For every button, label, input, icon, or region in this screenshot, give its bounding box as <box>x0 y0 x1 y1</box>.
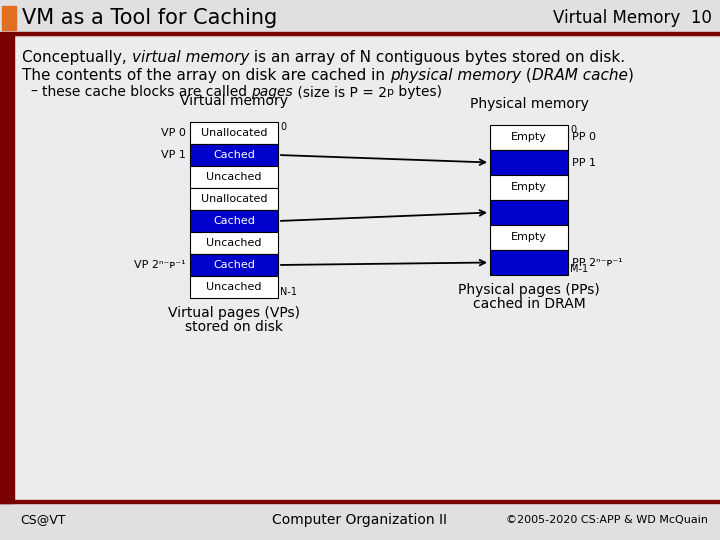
Text: Physical memory: Physical memory <box>469 97 588 111</box>
Text: Unallocated: Unallocated <box>201 128 267 138</box>
Text: stored on disk: stored on disk <box>185 320 283 334</box>
Text: The contents of the array on disk are cached in: The contents of the array on disk are ca… <box>22 68 390 83</box>
Bar <box>0 500 720 503</box>
Text: Cached: Cached <box>213 150 255 160</box>
Text: PP 2ⁿ⁻ᴘ⁻¹: PP 2ⁿ⁻ᴘ⁻¹ <box>572 258 623 267</box>
Text: VP 2ⁿ⁻ᴘ⁻¹: VP 2ⁿ⁻ᴘ⁻¹ <box>135 260 186 270</box>
Text: Empty: Empty <box>511 233 547 242</box>
Bar <box>190 122 278 144</box>
Bar <box>490 175 568 200</box>
Text: Conceptually,: Conceptually, <box>22 50 132 65</box>
Bar <box>0 32 720 35</box>
Bar <box>2 6 16 30</box>
Text: p: p <box>387 87 395 97</box>
Text: DRAM cache: DRAM cache <box>532 68 628 83</box>
Bar <box>190 276 278 298</box>
Text: 0: 0 <box>570 125 576 135</box>
Text: Uncached: Uncached <box>206 172 262 182</box>
Text: 0: 0 <box>280 122 286 132</box>
Text: VM as a Tool for Caching: VM as a Tool for Caching <box>22 8 277 28</box>
Bar <box>190 254 278 276</box>
Text: bytes): bytes) <box>395 85 442 99</box>
Text: Empty: Empty <box>511 132 547 143</box>
Text: –: – <box>30 85 37 99</box>
Text: Computer Organization II: Computer Organization II <box>272 513 448 527</box>
Bar <box>190 188 278 210</box>
Bar <box>190 232 278 254</box>
Bar <box>14 38 720 500</box>
Text: (size is P = 2: (size is P = 2 <box>293 85 387 99</box>
Bar <box>190 210 278 232</box>
Text: Uncached: Uncached <box>206 238 262 248</box>
Text: CS@VT: CS@VT <box>20 514 66 526</box>
Text: cached in DRAM: cached in DRAM <box>472 297 585 311</box>
Text: Physical pages (PPs): Physical pages (PPs) <box>458 283 600 297</box>
Bar <box>490 150 568 175</box>
Text: physical memory: physical memory <box>390 68 521 83</box>
Text: virtual memory: virtual memory <box>132 50 249 65</box>
Text: VP 1: VP 1 <box>161 150 186 160</box>
Text: Virtual pages (VPs): Virtual pages (VPs) <box>168 306 300 320</box>
Text: Virtual memory: Virtual memory <box>180 94 288 108</box>
Text: ©2005-2020 CS:APP & WD McQuain: ©2005-2020 CS:APP & WD McQuain <box>506 515 708 525</box>
Bar <box>490 200 568 225</box>
Bar <box>490 125 568 150</box>
Text: Virtual Memory  10: Virtual Memory 10 <box>553 9 712 27</box>
Text: M-1: M-1 <box>570 264 588 274</box>
Text: N-1: N-1 <box>280 287 297 297</box>
Text: these cache blocks are called: these cache blocks are called <box>42 85 251 99</box>
Text: Cached: Cached <box>213 260 255 270</box>
Text: Unallocated: Unallocated <box>201 194 267 204</box>
Text: Cached: Cached <box>213 216 255 226</box>
Text: pages: pages <box>251 85 293 99</box>
Text: Uncached: Uncached <box>206 282 262 292</box>
Text: PP 0: PP 0 <box>572 132 596 143</box>
Text: PP 1: PP 1 <box>572 158 596 167</box>
Bar <box>190 166 278 188</box>
Text: Empty: Empty <box>511 183 547 192</box>
Text: ): ) <box>628 68 634 83</box>
Bar <box>490 225 568 250</box>
Bar <box>490 250 568 275</box>
Bar <box>190 144 278 166</box>
Text: (: ( <box>521 68 532 83</box>
Text: is an array of N contiguous bytes stored on disk.: is an array of N contiguous bytes stored… <box>249 50 625 65</box>
Bar <box>0 35 14 503</box>
Text: VP 0: VP 0 <box>161 128 186 138</box>
